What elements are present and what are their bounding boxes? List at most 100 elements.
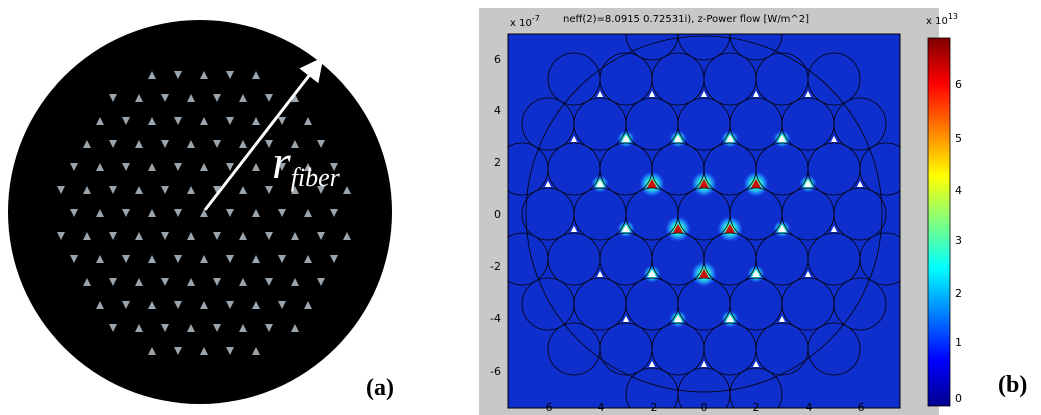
interstitial-markers [545,91,863,367]
interstitial-marker [752,270,760,277]
air-hole [330,255,338,263]
hot-core [751,179,761,188]
air-hole [109,186,117,194]
air-hole [252,301,260,309]
interstitial-marker [804,180,812,187]
interstitial-marker [726,135,734,142]
air-hole [317,140,325,148]
y-tick-label: 2 [494,156,501,169]
air-hole [109,94,117,102]
interstitial-marker [778,135,786,142]
air-hole [96,209,104,217]
air-hole [252,163,260,171]
air-hole [148,163,156,171]
air-hole [161,278,169,286]
radius-label-main: r [272,136,291,189]
colorbar-scale-exponent: 13 [948,12,958,21]
panel-letter-b: (b) [998,372,1027,398]
interstitial-marker [674,315,682,322]
air-hole [200,255,208,263]
x-axis: -6 -4 -2 0 2 4 6 [542,401,865,414]
interstitial-marker [805,271,811,277]
air-hole [252,117,260,125]
air-hole [187,324,195,332]
colorbar-tick-label: 0 [955,392,962,405]
hot-core-markers [647,179,761,278]
air-hole-outline [729,34,783,61]
air-hole [200,163,208,171]
interstitial-marker [649,91,655,97]
y-tick-label: -2 [490,260,501,273]
air-hole [70,255,78,263]
air-hole-outline [729,367,783,408]
air-hole [226,71,234,79]
air-hole [239,140,247,148]
air-hole [83,140,91,148]
panel-letter-a: (a) [366,375,394,401]
air-hole [200,71,208,79]
air-hole [109,324,117,332]
interstitial-marker [596,180,604,187]
air-hole [161,186,169,194]
air-hole [317,232,325,240]
air-hole [278,255,286,263]
air-hole [148,301,156,309]
air-hole [161,232,169,240]
air-hole [174,347,182,355]
interstitial-marker [571,226,577,232]
air-hole [122,301,130,309]
air-hole [239,94,247,102]
colorbar-tick-label: 4 [955,184,962,197]
x-tick-label: 0 [701,401,708,414]
axis-scale-exponent: -7 [532,14,540,23]
air-hole-outline [833,187,887,241]
x-tick-label: -2 [647,401,658,414]
air-hole [174,209,182,217]
air-hole [252,71,260,79]
air-hole [200,209,208,217]
y-tick-label: -6 [490,365,501,378]
interstitial-marker [597,91,603,97]
air-hole [148,209,156,217]
y-tick-label: 0 [494,208,501,221]
y-tick-label: 6 [494,53,501,66]
air-hole [317,186,325,194]
air-hole [135,278,143,286]
air-hole [174,117,182,125]
interstitial-marker [778,225,786,232]
x-tick-label: -6 [542,401,553,414]
air-hole [304,209,312,217]
air-hole [226,347,234,355]
air-hole [122,117,130,125]
interstitial-marker [701,91,707,97]
radius-arrow [203,56,324,211]
plot-title: neff(2)=8.0915 0.72531i), z-Power flow [… [563,14,809,25]
air-hole [148,71,156,79]
air-hole [317,278,325,286]
air-hole [291,140,299,148]
interstitial-marker [597,271,603,277]
air-hole [213,186,221,194]
air-hole [226,301,234,309]
svg-text:rfiber: rfiber [272,136,341,192]
air-hole-outlines [508,34,900,408]
air-hole [187,278,195,286]
interstitial-marker [571,136,577,142]
air-hole [187,140,195,148]
fiber-outline [525,35,883,393]
interstitial-marker [674,135,682,142]
air-hole [83,186,91,194]
colorbar-tick-label: 2 [955,287,962,300]
air-hole [135,94,143,102]
air-hole [200,117,208,125]
air-hole [239,324,247,332]
air-hole-outline [625,34,679,61]
air-hole [148,255,156,263]
air-hole [174,301,182,309]
air-hole [122,255,130,263]
hot-core [647,179,657,188]
y-tick-label: 4 [494,104,501,117]
hot-core [699,269,709,278]
air-hole [135,186,143,194]
